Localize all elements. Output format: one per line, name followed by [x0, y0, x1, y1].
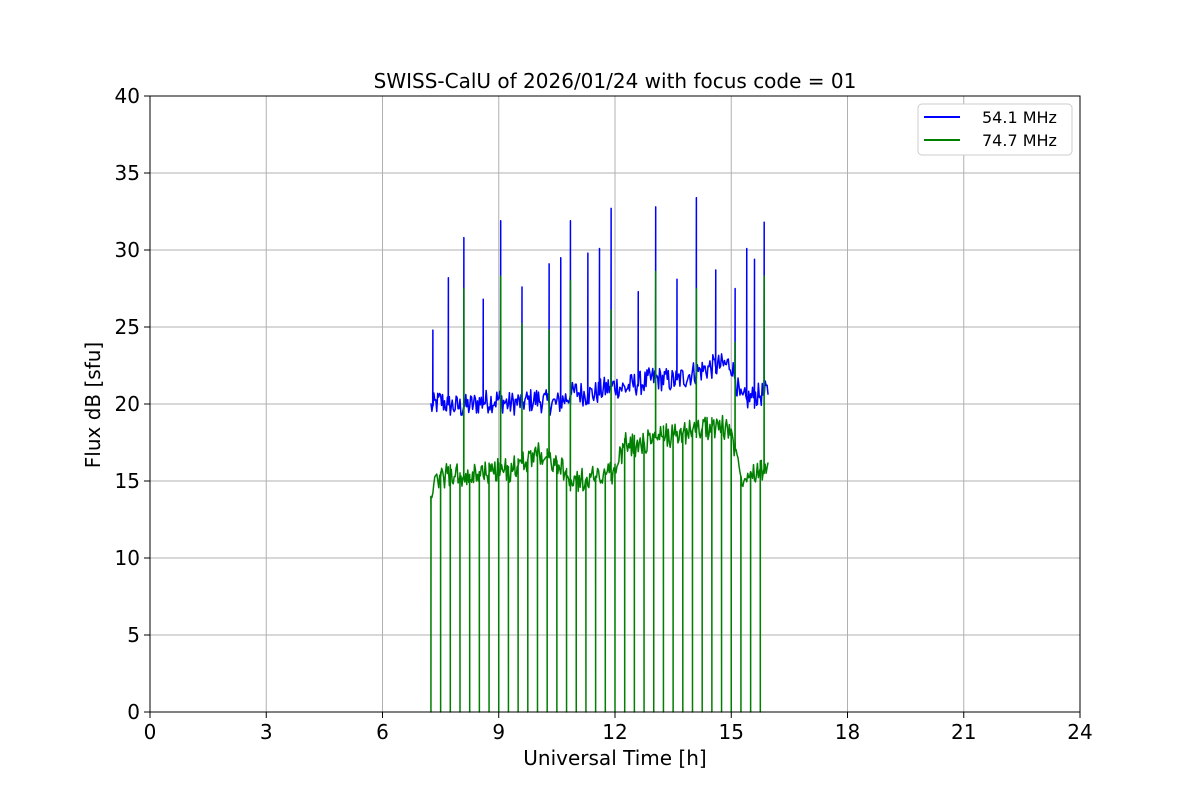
plot-layer — [430, 196, 769, 713]
x-tick-label: 12 — [602, 720, 627, 744]
y-tick-label: 10 — [115, 546, 140, 570]
axes-layer: 0 3 6 9 12 15 18 21 24 0 5 10 15 20 25 30 35 40 — [115, 84, 1093, 744]
legend: 54.1 MHz 74.7 MHz — [917, 103, 1073, 156]
y-tick-label: 25 — [115, 315, 140, 339]
x-tick-label: 0 — [144, 720, 157, 744]
x-tick-label: 21 — [951, 720, 976, 744]
y-tick-label: 20 — [115, 392, 140, 416]
legend-label-54-1-mhz: 54.1 MHz — [982, 108, 1057, 127]
series-line-74-7-mhz — [430, 270, 769, 713]
x-tick-label: 18 — [835, 720, 860, 744]
series-line-54-1-mhz — [430, 196, 769, 416]
chart-title: SWISS-CalU of 2026/01/24 with focus code… — [374, 69, 857, 93]
x-tick-label: 24 — [1067, 720, 1092, 744]
x-tick-label: 15 — [719, 720, 744, 744]
y-tick-label: 15 — [115, 469, 140, 493]
y-axis-label: Flux dB [sfu] — [81, 342, 105, 468]
y-tick-label: 30 — [115, 238, 140, 262]
y-tick-label: 0 — [127, 700, 140, 724]
y-tick-label: 40 — [115, 84, 140, 108]
x-tick-label: 9 — [492, 720, 505, 744]
x-tick-label: 6 — [376, 720, 389, 744]
y-tick-label: 35 — [115, 161, 140, 185]
x-axis-label: Universal Time [h] — [523, 746, 706, 770]
legend-label-74-7-mhz: 74.7 MHz — [982, 131, 1057, 150]
x-tick-label: 3 — [260, 720, 273, 744]
y-tick-label: 5 — [127, 623, 140, 647]
